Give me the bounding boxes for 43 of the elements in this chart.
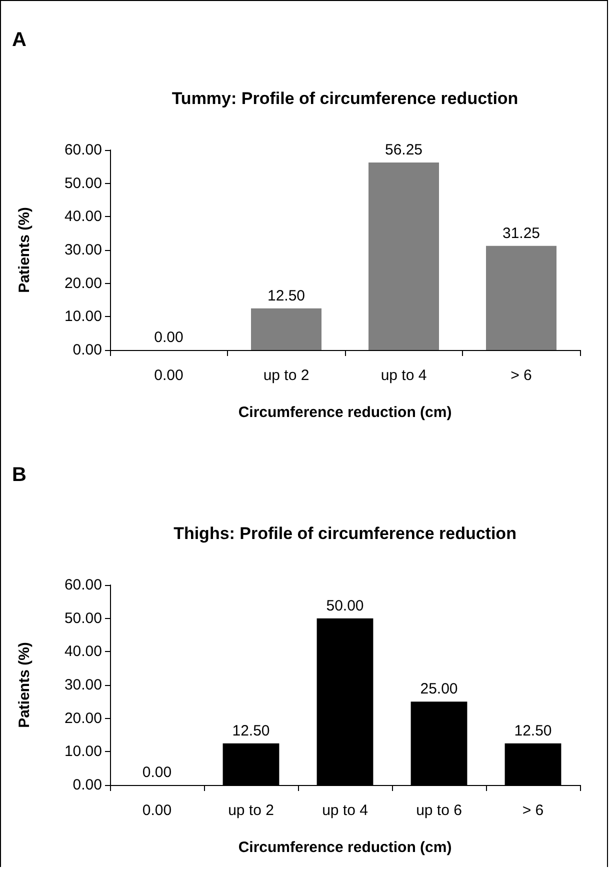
x-tick-label: 0.00	[142, 802, 172, 819]
y-axis-title: Patients (%)	[16, 207, 33, 293]
x-tick-label: 0.00	[154, 367, 184, 384]
y-tick-label: 20.00	[64, 710, 102, 727]
y-tick-label: 10.00	[64, 743, 102, 760]
x-tick-label: > 6	[510, 367, 532, 384]
y-tick-label: 40.00	[64, 208, 102, 226]
data-label: 56.25	[384, 142, 423, 158]
bar	[251, 308, 322, 350]
y-tick-label: 0.00	[72, 342, 102, 358]
y-tick-label: 10.00	[64, 308, 102, 326]
y-tick-label: 60.00	[64, 142, 102, 158]
data-label: 25.00	[420, 680, 458, 698]
x-axis-title: Circumference reduction (cm)	[238, 839, 452, 856]
y-tick-label: 30.00	[64, 676, 102, 694]
x-tick-label: > 6	[522, 802, 544, 819]
data-label: 12.50	[232, 722, 270, 740]
data-label: 12.50	[514, 722, 552, 740]
y-tick-label: 20.00	[64, 274, 102, 292]
data-label: 31.25	[502, 224, 540, 242]
bar	[486, 246, 556, 350]
data-label: 0.00	[154, 329, 184, 346]
y-axis-title: Patients (%)	[16, 642, 33, 728]
chart-title: Thighs: Profile of circumference reduction	[174, 524, 516, 543]
chart-title: Tummy: Profile of circumference reduction	[172, 89, 518, 108]
y-tick-label: 30.00	[64, 242, 102, 258]
y-tick-label: 60.00	[64, 576, 102, 594]
data-label: 50.00	[326, 597, 364, 614]
x-tick-label: up to 2	[228, 802, 274, 819]
x-tick-label: up to 4	[380, 367, 427, 384]
text: A	[12, 29, 26, 51]
x-tick-label: up to 4	[322, 802, 368, 819]
y-tick-label: 40.00	[64, 643, 102, 660]
bar	[368, 162, 439, 350]
y-tick-label: 0.00	[72, 776, 102, 794]
y-tick-label: 50.00	[64, 174, 102, 192]
text: B	[12, 464, 26, 486]
x-axis-title: Circumference reduction (cm)	[238, 404, 452, 421]
y-tick-label: 50.00	[64, 610, 102, 627]
data-label: 0.00	[142, 764, 172, 781]
data-label: 12.50	[267, 287, 306, 304]
x-tick-label: up to 2	[263, 367, 310, 384]
x-tick-label: up to 6	[416, 802, 462, 819]
